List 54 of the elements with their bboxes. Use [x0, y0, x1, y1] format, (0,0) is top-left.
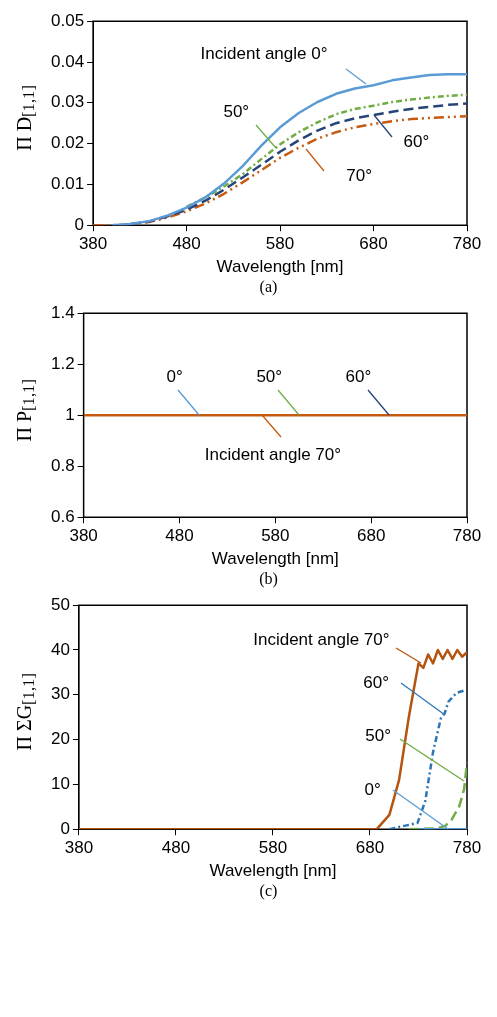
x-tick-label: 780	[452, 526, 482, 546]
y-tick-label: 0.02	[50, 133, 85, 153]
text: (c)	[258, 882, 279, 900]
y-tick-label: 0.8	[50, 455, 75, 475]
x-tick-label: 380	[69, 526, 98, 546]
annotation: 60°	[345, 366, 372, 386]
y-tick-label: 1	[65, 404, 75, 424]
y-tick-label: 1.4	[50, 302, 75, 322]
annotation: 70°	[346, 165, 373, 185]
x-tick-label: 680	[359, 234, 388, 254]
x-axis-title: Wavelength [nm]	[209, 861, 337, 881]
y-tick-label: 0.04	[50, 51, 85, 71]
y-tick-label: 1.2	[50, 353, 75, 373]
x-tick-label: 580	[265, 234, 295, 254]
y-tick-label: 40	[50, 639, 70, 659]
y-tick-label: 50	[50, 594, 70, 614]
annotation: 50°	[223, 102, 250, 122]
y-tick-label: 30	[50, 684, 70, 704]
x-tick-label: 680	[356, 526, 386, 546]
line-series	[388, 688, 467, 830]
annotation: 50°	[256, 366, 283, 386]
annotation: 0°	[364, 779, 381, 799]
y-tick-label: 0	[74, 214, 85, 234]
y-tick-label: 0.6	[50, 506, 75, 526]
text: (b)	[258, 570, 279, 588]
line-series	[185, 93, 467, 209]
y-tick-label: 20	[50, 729, 70, 749]
y-tick-label: 0.01	[50, 174, 85, 194]
line-series	[93, 115, 467, 226]
y-tick-label: 0	[60, 818, 70, 838]
x-tick-label: 580	[258, 838, 288, 858]
annotation: Incident angle 70°	[253, 630, 390, 650]
x-tick-label: 380	[78, 234, 108, 254]
text: (a)	[258, 278, 279, 296]
annotation: Incident angle 0°	[200, 43, 328, 63]
annotation: Incident angle 70°	[204, 444, 342, 464]
x-tick-label: 480	[165, 526, 194, 546]
x-tick-label: 480	[161, 838, 191, 858]
annotation: 0°	[166, 366, 183, 386]
x-tick-label: 780	[452, 838, 482, 858]
y-tick-label: 10	[50, 774, 70, 794]
x-tick-label: 380	[64, 838, 94, 858]
x-axis-title: Wavelength [nm]	[211, 549, 339, 569]
x-tick-label: 780	[452, 234, 482, 254]
annotation: 60°	[403, 131, 430, 151]
annotation: 60°	[363, 672, 390, 692]
x-axis-title: Wavelength [nm]	[216, 257, 344, 277]
x-tick-label: 580	[261, 526, 290, 546]
x-tick-label: 480	[172, 234, 201, 254]
y-tick-label: 0.05	[50, 10, 85, 30]
x-tick-label: 680	[355, 838, 385, 858]
y-tick-label: 0.03	[50, 92, 85, 112]
annotation: 50°	[365, 725, 391, 745]
line-series	[407, 761, 467, 830]
